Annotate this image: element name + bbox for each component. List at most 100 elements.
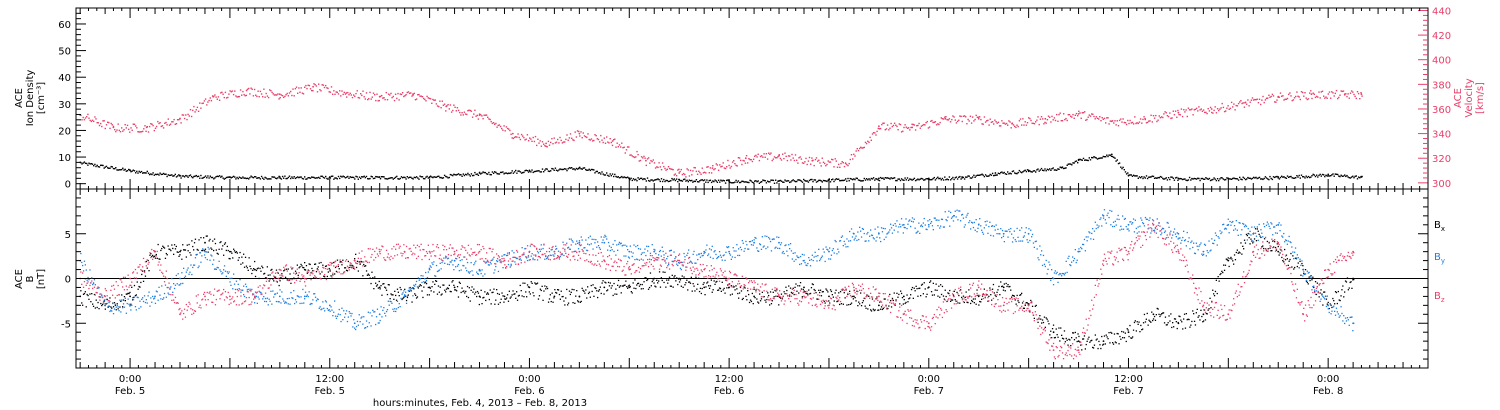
velocity-point: [1253, 99, 1255, 101]
bx-point: [661, 279, 663, 282]
density-point: [675, 178, 678, 180]
by-point: [108, 301, 110, 304]
bx-point: [1231, 258, 1233, 260]
density-point: [807, 181, 810, 183]
by-point: [289, 303, 291, 305]
by-point: [455, 266, 457, 268]
density-point: [239, 177, 242, 179]
velocity-point: [870, 139, 872, 141]
density-point: [264, 176, 266, 179]
by-point: [327, 309, 329, 311]
density-point: [1009, 172, 1011, 174]
by-point: [351, 312, 353, 315]
density-point: [797, 179, 799, 181]
bx-point: [1344, 280, 1347, 282]
density-point: [414, 176, 417, 179]
velocity-point: [652, 159, 654, 161]
bx-point: [129, 291, 131, 294]
density-point: [1349, 177, 1352, 179]
velocity-point: [1325, 96, 1327, 98]
bx-point: [1336, 302, 1338, 305]
velocity-point: [898, 123, 900, 125]
by-point: [937, 225, 939, 227]
by-point: [1161, 232, 1163, 234]
bx-point: [101, 304, 103, 307]
by-point: [1007, 236, 1009, 238]
by-point: [958, 210, 960, 212]
bx-point: [994, 294, 996, 296]
bx-point: [1183, 318, 1185, 320]
density-point: [167, 174, 169, 176]
by-point: [1179, 237, 1181, 239]
velocity-point: [1058, 113, 1060, 116]
density-point: [200, 174, 202, 177]
density-point: [1075, 160, 1078, 162]
velocity-point: [959, 115, 961, 117]
bx-point: [1037, 321, 1039, 323]
by-point: [460, 269, 462, 271]
density-point: [259, 178, 262, 180]
by-point: [485, 262, 487, 264]
bx-point: [247, 269, 249, 271]
bx-point: [692, 283, 694, 285]
density-point: [464, 173, 467, 176]
velocity-point: [639, 159, 642, 162]
velocity-point: [181, 114, 183, 116]
density-point: [403, 176, 405, 178]
density-point: [849, 177, 851, 180]
bx-point: [373, 288, 375, 290]
velocity-point: [1220, 107, 1222, 109]
by-point: [797, 256, 799, 258]
by-point: [1056, 271, 1058, 273]
density-point: [1303, 176, 1305, 178]
velocity-point: [589, 139, 591, 141]
by-point: [600, 236, 602, 238]
bx-point: [626, 286, 628, 288]
velocity-point: [400, 93, 403, 96]
density-point: [1162, 177, 1164, 180]
by-point: [341, 307, 343, 309]
velocity-point: [1169, 112, 1171, 114]
by-point: [1070, 264, 1072, 267]
density-point: [1105, 156, 1107, 158]
density-point: [291, 176, 293, 178]
bx-point: [668, 276, 671, 278]
bx-point: [840, 303, 843, 305]
by-point: [1033, 246, 1035, 248]
density-point: [734, 181, 736, 183]
density-point: [176, 175, 179, 177]
bx-point: [355, 266, 358, 269]
velocity-point: [784, 152, 786, 154]
by-point: [625, 255, 627, 257]
density-point: [621, 175, 623, 178]
velocity-point: [883, 122, 885, 124]
by-point: [805, 264, 807, 266]
density-point: [941, 177, 944, 180]
velocity-point: [195, 109, 197, 111]
bx-point: [1172, 322, 1174, 324]
velocity-point: [895, 124, 897, 126]
density-point: [498, 173, 501, 175]
bx-point: [493, 288, 495, 290]
bx-point: [743, 286, 745, 288]
bx-point: [249, 265, 251, 267]
by-point: [382, 309, 384, 311]
by-point: [837, 248, 839, 250]
density-point: [1153, 177, 1156, 179]
bx-point: [672, 286, 674, 288]
velocity-point: [859, 147, 861, 150]
by-point: [760, 248, 763, 250]
bx-point: [617, 279, 620, 282]
by-point: [917, 230, 919, 232]
by-point: [1205, 255, 1207, 257]
by-point: [271, 303, 273, 305]
by-point: [934, 217, 936, 219]
bx-point: [508, 290, 510, 292]
bx-point: [324, 276, 326, 278]
density-point: [891, 177, 893, 180]
by-point: [645, 254, 647, 257]
velocity-point: [838, 163, 840, 166]
bx-point: [907, 301, 909, 303]
bx-point: [1294, 266, 1296, 269]
velocity-point: [203, 100, 206, 102]
